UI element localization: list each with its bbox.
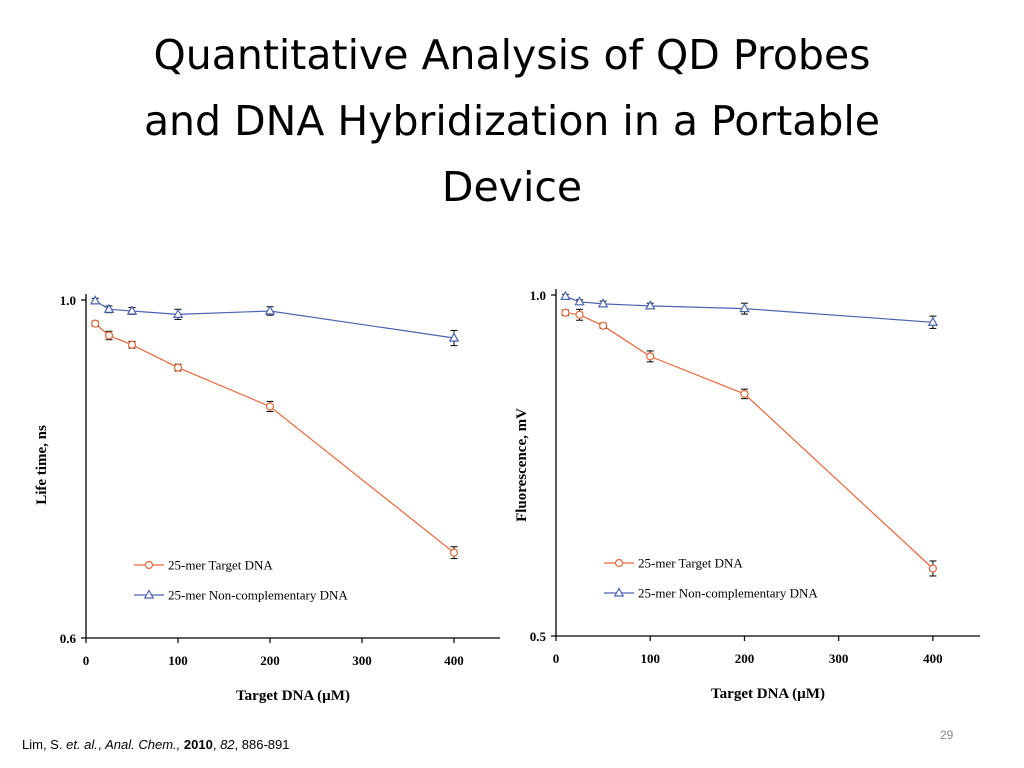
data-point-circle [265,402,275,411]
x-tick-label: 100 [168,653,188,668]
series-line-0 [565,312,934,569]
legend-label-1: 25-mer Non-complementary DNA [638,586,818,601]
data-point-triangle [560,290,571,300]
x-tick-label: 0 [83,653,90,668]
data-point-circle [104,331,114,340]
y-tick-label: 0.5 [530,629,547,644]
legend-marker-1 [143,589,155,599]
data-point-triangle [927,316,939,326]
y-axis-label: Fluorescence, mV [514,408,530,522]
legend-marker-0 [144,560,154,570]
y-tick-label: 0.6 [60,631,77,646]
series-line-1 [94,300,455,339]
x-axis-label: Target DNA (µM) [236,688,350,704]
citation: Lim, S. et. al., Anal. Chem., 2010, 82, … [22,737,290,752]
data-point-circle [561,308,570,317]
data-point-triangle [126,305,138,315]
title-line-3: Device [441,163,583,211]
legend-marker-1 [613,587,625,597]
data-point-circle [173,363,183,372]
x-tick-label: 300 [829,651,849,666]
x-tick-label: 200 [260,653,280,668]
citation-year: 2010 [183,737,213,752]
citation-pages: 886-891 [241,737,290,752]
slide-title: Quantitative Analysis of QD Probes and D… [60,22,964,220]
title-line-2: and DNA Hybridization in a Portable [143,97,881,145]
data-point-triangle [89,295,101,305]
legend-label-0: 25-mer Target DNA [638,556,743,571]
data-point-triangle [172,308,184,318]
x-tick-label: 400 [444,653,464,668]
x-tick-label: 100 [640,651,660,666]
citation-volume: 82 [220,737,235,752]
x-tick-label: 200 [735,651,755,666]
data-point-triangle [574,296,585,306]
data-point-circle [599,321,608,330]
x-tick-label: 400 [923,651,943,666]
data-point-circle [740,389,749,398]
data-point-triangle [644,300,656,310]
data-point-triangle [264,305,276,315]
data-point-circle [449,548,459,557]
slide-number: 29 [940,728,954,742]
legend-label-1: 25-mer Non-complementary DNA [168,588,348,603]
data-point-circle [928,564,937,573]
data-point-triangle [597,298,609,308]
citation-author: Lim, S. [22,737,63,752]
legend-marker-0 [614,558,624,568]
y-tick-label: 1.0 [60,293,76,308]
data-point-triangle [103,303,115,313]
data-point-triangle [739,302,750,313]
y-tick-label: 1.0 [530,288,546,303]
data-point-circle [575,310,584,319]
legend-label-0: 25-mer Target DNA [168,558,273,573]
citation-etal: et. al. [66,737,98,752]
x-tick-label: 0 [553,651,560,666]
x-axis-label: Target DNA (µM) [711,686,825,702]
x-tick-label: 300 [352,653,372,668]
data-point-circle [91,319,100,328]
data-point-circle [127,340,137,349]
lifetime-chart: 0 100 200 300 400 0.6 1.0 Target DNA (µM) Life t… [34,293,500,704]
data-point-circle [646,352,655,361]
title-line-1: Quantitative Analysis of QD Probes [153,31,871,79]
fluorescence-chart: 0 100 200 300 400 0.5 1.0 Target DNA (µM) Fluore… [514,288,980,702]
citation-journal: Anal. Chem., [105,737,181,752]
series-line-0 [94,323,455,554]
y-axis-label: Life time, ns [34,425,50,505]
series-line-1 [565,295,933,323]
data-point-triangle [448,332,460,342]
